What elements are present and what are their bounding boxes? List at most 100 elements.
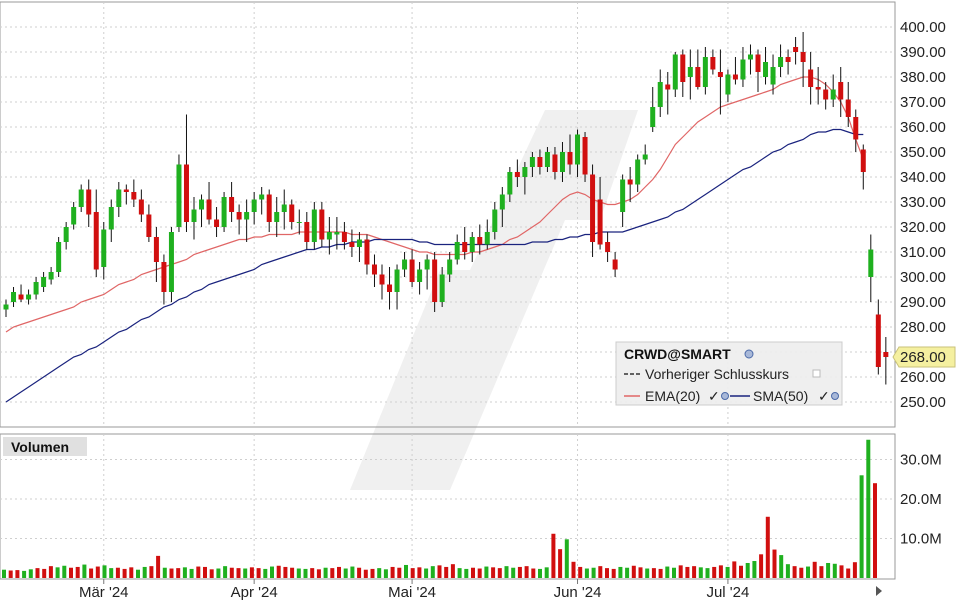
candle <box>620 174 626 227</box>
candle-body <box>48 272 54 280</box>
candle <box>326 217 332 255</box>
candle <box>808 52 814 105</box>
candle <box>770 54 776 95</box>
volume-bar <box>35 568 40 578</box>
candle-body <box>289 204 295 222</box>
volume-bar <box>598 566 603 578</box>
candle <box>537 149 543 175</box>
volume-bar <box>826 562 831 578</box>
candle <box>387 267 393 310</box>
volume-bar <box>182 567 187 578</box>
candle-body <box>650 107 656 127</box>
candle-body <box>394 269 400 292</box>
volume-bar <box>638 567 643 578</box>
volume-bar <box>169 568 174 578</box>
candle <box>627 167 633 202</box>
candle-body <box>883 352 889 357</box>
volume-bar <box>270 566 274 578</box>
candle <box>447 252 453 282</box>
settings-icon[interactable] <box>831 392 839 400</box>
price-tick-label: 330.00 <box>900 194 946 211</box>
volume-bar <box>625 567 630 578</box>
candle-body <box>116 189 122 207</box>
volume-bar <box>799 567 804 578</box>
price-tick-label: 310.00 <box>900 244 946 261</box>
candle <box>650 87 656 132</box>
volume-bar <box>303 568 308 578</box>
candle-body <box>454 242 460 260</box>
price-tick-label: 260.00 <box>900 369 946 386</box>
volume-bar <box>812 561 817 578</box>
volume-bar <box>189 568 194 578</box>
candle-body <box>304 222 310 242</box>
candle-body <box>830 89 836 100</box>
candle-body <box>582 137 588 175</box>
candle <box>785 49 791 75</box>
candle <box>499 187 505 227</box>
candle-body <box>529 157 535 167</box>
volume-tick-label: 30.0M <box>900 452 942 469</box>
candle <box>575 129 581 177</box>
volume-bar <box>765 516 770 578</box>
candle-body <box>627 179 633 185</box>
candle <box>229 182 235 222</box>
candle <box>763 47 769 85</box>
volume-axis-labels: 30.0M 20.0M 10.0M <box>900 452 942 548</box>
candle <box>3 299 9 317</box>
candle-body <box>635 159 641 185</box>
candle-body <box>138 199 144 215</box>
volume-title-box <box>3 437 87 456</box>
volume-bar <box>477 568 482 578</box>
legend[interactable]: CRWD@SMART Vorheriger Schlusskurs EMA(20… <box>615 341 843 406</box>
volume-bar <box>203 566 207 578</box>
candle-body <box>424 259 430 270</box>
checkbox-icon[interactable] <box>812 369 821 378</box>
candle <box>266 189 272 232</box>
candle <box>432 252 438 312</box>
volume-bar <box>370 568 375 578</box>
candle-body <box>657 82 663 107</box>
candle <box>454 234 460 265</box>
candle <box>11 287 17 307</box>
candle-body <box>755 54 761 72</box>
candle-body <box>770 67 776 85</box>
volume-bar <box>484 566 489 578</box>
candle-body <box>229 197 235 212</box>
volume-bar <box>42 568 47 578</box>
candle-body <box>522 167 528 177</box>
check-icon[interactable]: ✓ <box>708 388 720 404</box>
candle-body <box>281 204 287 212</box>
candle-body <box>236 212 242 220</box>
candle-body <box>244 212 250 220</box>
volume-bar <box>149 566 154 578</box>
volume-bar <box>102 565 107 578</box>
price-tag-value: 268.00 <box>900 349 946 366</box>
volume-bar <box>665 566 670 578</box>
candle <box>251 192 257 225</box>
price-tick-label: 400.00 <box>900 19 946 36</box>
candle-body <box>552 154 558 172</box>
check-icon[interactable]: ✓ <box>818 388 830 404</box>
candle <box>439 267 445 307</box>
candle <box>304 212 310 250</box>
candle-body <box>266 194 272 222</box>
volume-bar <box>544 567 549 578</box>
candle <box>131 179 137 207</box>
candle <box>379 264 385 300</box>
candle-body <box>823 89 829 100</box>
legend-title: CRWD@SMART <box>624 346 731 362</box>
candle-body <box>56 242 62 272</box>
candle <box>868 234 874 302</box>
volume-bar <box>350 566 355 578</box>
candle <box>409 249 415 287</box>
candle <box>206 182 212 225</box>
settings-icon[interactable] <box>744 349 754 359</box>
candle-body <box>702 57 708 87</box>
volume-bar <box>330 568 335 578</box>
candle-body <box>860 149 866 172</box>
volume-bar <box>75 566 80 578</box>
scroll-right-icon[interactable] <box>876 586 882 596</box>
settings-icon[interactable] <box>721 392 729 400</box>
volume-bar <box>471 567 475 578</box>
